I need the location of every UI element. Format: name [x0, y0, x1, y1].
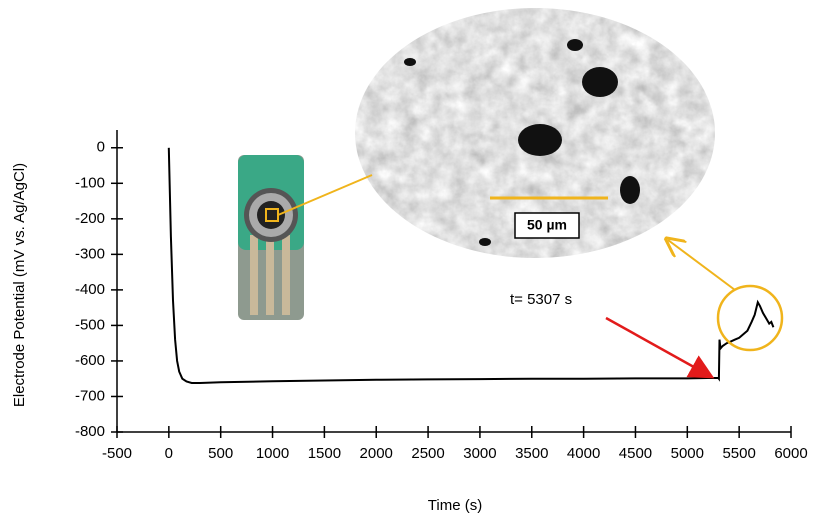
- y-tick-label: -600: [75, 352, 105, 369]
- x-tick-label: 2000: [360, 445, 393, 462]
- x-tick-label: 5000: [671, 445, 704, 462]
- y-tick-label: 0: [97, 139, 105, 156]
- annotation: t= 5307 s: [510, 291, 572, 308]
- x-tick-label: 2500: [411, 445, 444, 462]
- highlight-circle: [718, 286, 782, 350]
- x-tick-label: 1500: [308, 445, 341, 462]
- x-tick-label: 1000: [256, 445, 289, 462]
- y-tick-label: -400: [75, 281, 105, 298]
- y-tick-label: -300: [75, 245, 105, 262]
- y-tick-label: -500: [75, 316, 105, 333]
- sem-inset: 50 µm: [355, 8, 715, 258]
- x-tick-label: 0: [165, 445, 173, 462]
- x-tick-label: 3000: [463, 445, 496, 462]
- x-tick-label: 5500: [722, 445, 755, 462]
- x-tick-label: 3500: [515, 445, 548, 462]
- y-tick-label: -700: [75, 387, 105, 404]
- x-tick-label: -500: [102, 445, 132, 462]
- x-tick-label: 4500: [619, 445, 652, 462]
- yellow-arrow: [668, 240, 735, 290]
- y-axis-label: Electrode Potential (mV vs. Ag/AgCl): [11, 163, 28, 407]
- red-arrow: [606, 318, 710, 376]
- x-tick-label: 500: [208, 445, 233, 462]
- y-tick-label: -800: [75, 423, 105, 440]
- x-axis-label: Time (s): [428, 497, 482, 514]
- y-tick-label: -100: [75, 174, 105, 191]
- scale-label: 50 µm: [527, 217, 567, 233]
- y-tick-label: -200: [75, 210, 105, 227]
- x-tick-label: 4000: [567, 445, 600, 462]
- x-tick-label: 6000: [774, 445, 807, 462]
- chart: -800 -700 -600 -500 -400 -300 -200 -100 0 -500 0 50…: [0, 0, 814, 516]
- sensor-photo: [238, 155, 372, 320]
